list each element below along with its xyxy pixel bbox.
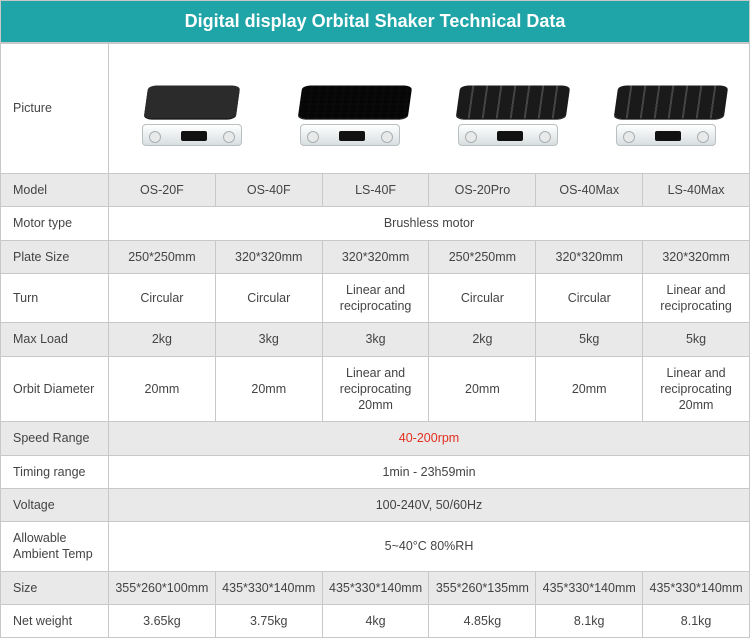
cell: 435*330*140mm bbox=[643, 571, 750, 604]
product-image-4 bbox=[616, 72, 716, 146]
cell: 320*320mm bbox=[643, 240, 750, 273]
row-turn: Turn Circular Circular Linear and recipr… bbox=[1, 273, 750, 323]
row-orbit: Orbit Diameter 20mm 20mm Linear and reci… bbox=[1, 356, 750, 422]
cell: 2kg bbox=[109, 323, 216, 356]
label-speed: Speed Range bbox=[1, 422, 109, 455]
cell: 20mm bbox=[536, 356, 643, 422]
cell: Circular bbox=[536, 273, 643, 323]
row-plate: Plate Size 250*250mm 320*320mm 320*320mm… bbox=[1, 240, 750, 273]
cell: 355*260*100mm bbox=[109, 571, 216, 604]
cell: 250*250mm bbox=[109, 240, 216, 273]
cell: Linear and reciprocating 20mm bbox=[643, 356, 750, 422]
label-load: Max Load bbox=[1, 323, 109, 356]
cell: 435*330*140mm bbox=[536, 571, 643, 604]
label-size: Size bbox=[1, 571, 109, 604]
cell: 3.75kg bbox=[215, 604, 322, 637]
cell: Linear and reciprocating bbox=[643, 273, 750, 323]
cell: 20mm bbox=[429, 356, 536, 422]
row-timing: Timing range 1min - 23h59min bbox=[1, 455, 750, 488]
cell: 5kg bbox=[536, 323, 643, 356]
cell: 435*330*140mm bbox=[215, 571, 322, 604]
cell: OS-40F bbox=[215, 174, 322, 207]
row-motor: Motor type Brushless motor bbox=[1, 207, 750, 240]
product-image-1 bbox=[142, 72, 242, 146]
cell: 3kg bbox=[322, 323, 429, 356]
cell-speed: 40-200rpm bbox=[109, 422, 750, 455]
row-voltage: Voltage 100-240V, 50/60Hz bbox=[1, 488, 750, 521]
cell: LS-40Max bbox=[643, 174, 750, 207]
cell: LS-40F bbox=[322, 174, 429, 207]
cell: OS-20Pro bbox=[429, 174, 536, 207]
cell: 2kg bbox=[429, 323, 536, 356]
cell: 3kg bbox=[215, 323, 322, 356]
row-weight: Net weight 3.65kg 3.75kg 4kg 4.85kg 8.1k… bbox=[1, 604, 750, 637]
label-motor: Motor type bbox=[1, 207, 109, 240]
row-model: Model OS-20F OS-40F LS-40F OS-20Pro OS-4… bbox=[1, 174, 750, 207]
row-ambient: Allowable Ambient Temp 5~40°C 80%RH bbox=[1, 522, 750, 572]
cell: Linear and reciprocating bbox=[322, 273, 429, 323]
label-plate: Plate Size bbox=[1, 240, 109, 273]
cell: 320*320mm bbox=[322, 240, 429, 273]
label-weight: Net weight bbox=[1, 604, 109, 637]
cell: 8.1kg bbox=[643, 604, 750, 637]
row-size: Size 355*260*100mm 435*330*140mm 435*330… bbox=[1, 571, 750, 604]
label-turn: Turn bbox=[1, 273, 109, 323]
cell: 20mm bbox=[109, 356, 216, 422]
label-voltage: Voltage bbox=[1, 488, 109, 521]
cell: 1min - 23h59min bbox=[109, 455, 750, 488]
cell: Circular bbox=[215, 273, 322, 323]
product-image-2 bbox=[300, 72, 400, 146]
cell: Circular bbox=[109, 273, 216, 323]
page-title: Digital display Orbital Shaker Technical… bbox=[0, 0, 750, 43]
cell: 320*320mm bbox=[536, 240, 643, 273]
row-picture: Picture bbox=[1, 44, 750, 174]
label-orbit: Orbit Diameter bbox=[1, 356, 109, 422]
cell: 100-240V, 50/60Hz bbox=[109, 488, 750, 521]
cell: 5~40°C 80%RH bbox=[109, 522, 750, 572]
cell: OS-20F bbox=[109, 174, 216, 207]
cell: 20mm bbox=[215, 356, 322, 422]
cell: Brushless motor bbox=[109, 207, 750, 240]
cell: 8.1kg bbox=[536, 604, 643, 637]
cell: 4kg bbox=[322, 604, 429, 637]
cell: Linear and reciprocating 20mm bbox=[322, 356, 429, 422]
label-model: Model bbox=[1, 174, 109, 207]
cell: 5kg bbox=[643, 323, 750, 356]
cell: 355*260*135mm bbox=[429, 571, 536, 604]
label-ambient: Allowable Ambient Temp bbox=[1, 522, 109, 572]
picture-cell bbox=[109, 44, 750, 174]
cell: 250*250mm bbox=[429, 240, 536, 273]
cell: 320*320mm bbox=[215, 240, 322, 273]
spec-table: Picture Model OS-20F OS-40F LS-40F bbox=[0, 43, 750, 638]
row-load: Max Load 2kg 3kg 3kg 2kg 5kg 5kg bbox=[1, 323, 750, 356]
product-image-3 bbox=[458, 72, 558, 146]
cell: 435*330*140mm bbox=[322, 571, 429, 604]
cell: OS-40Max bbox=[536, 174, 643, 207]
cell: 3.65kg bbox=[109, 604, 216, 637]
row-speed: Speed Range 40-200rpm bbox=[1, 422, 750, 455]
label-timing: Timing range bbox=[1, 455, 109, 488]
cell: 4.85kg bbox=[429, 604, 536, 637]
label-picture: Picture bbox=[1, 44, 109, 174]
cell: Circular bbox=[429, 273, 536, 323]
